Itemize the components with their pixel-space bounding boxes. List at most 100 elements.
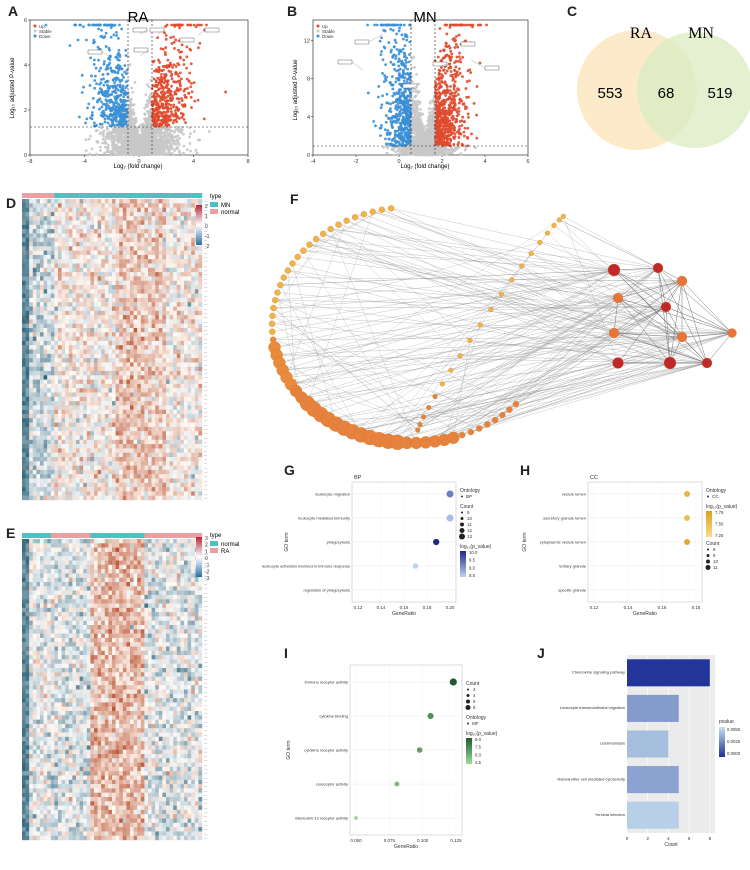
volcano-point — [84, 138, 88, 142]
volcano-point — [143, 106, 147, 110]
volcano-point — [172, 35, 175, 39]
volcano-point — [205, 23, 208, 27]
y-tick-label: 4 — [307, 115, 310, 121]
volcano-point — [108, 113, 112, 117]
volcano-point — [149, 107, 153, 111]
volcano-point — [144, 119, 148, 123]
volcano-point — [178, 151, 181, 155]
volcano-point — [453, 39, 457, 43]
volcano-point — [90, 74, 93, 78]
x-tick-label: 2 — [440, 159, 443, 165]
volcano-point — [403, 108, 407, 112]
volcano-point — [111, 122, 115, 126]
volcano-point — [169, 118, 173, 122]
volcano-point — [115, 65, 119, 69]
volcano-point — [107, 135, 111, 139]
plot-title: RA — [128, 9, 149, 26]
volcano-point — [113, 77, 117, 80]
volcano-point — [95, 23, 99, 27]
volcano-point — [190, 81, 193, 85]
y-axis-label-text: Log₁₀ adjusted P-value — [293, 59, 299, 121]
volcano-point — [448, 137, 451, 141]
volcano-point — [189, 95, 193, 99]
volcano-point — [112, 140, 116, 144]
volcano-point — [449, 50, 453, 53]
volcano-point — [131, 130, 134, 134]
volcano-point — [456, 87, 459, 91]
volcano-point — [129, 98, 132, 102]
volcano-point — [388, 80, 392, 84]
volcano-point — [170, 23, 174, 27]
volcano-point — [391, 83, 395, 87]
volcano-point — [87, 102, 91, 106]
volcano-point — [471, 25, 474, 29]
volcano-point — [170, 72, 174, 76]
volcano-point — [169, 96, 172, 100]
volcano-point — [392, 147, 396, 151]
volcano-point — [182, 144, 186, 148]
volcano-point — [155, 92, 159, 96]
volcano-point — [99, 149, 102, 152]
volcano-point — [153, 99, 157, 102]
volcano-point — [92, 121, 96, 125]
volcano-point — [150, 139, 154, 143]
volcano-point — [111, 147, 115, 150]
volcano-point — [124, 54, 128, 57]
volcano-point — [107, 104, 111, 108]
volcano-point — [449, 105, 452, 109]
volcano-point — [127, 149, 131, 153]
volcano-point — [99, 78, 103, 81]
volcano-point — [397, 105, 401, 109]
volcano-point — [460, 99, 464, 103]
volcano-point — [179, 56, 182, 60]
volcano-point — [99, 145, 102, 149]
volcano-point — [437, 68, 441, 72]
volcano-point — [485, 23, 488, 27]
volcano-point — [146, 146, 150, 149]
volcano-point — [160, 90, 163, 94]
volcano-point — [397, 73, 401, 77]
volcano-point — [176, 62, 180, 65]
volcano-point — [452, 87, 456, 91]
volcano-point — [399, 107, 403, 111]
volcano-point — [388, 107, 392, 111]
y-tick-label: 2 — [24, 108, 27, 114]
volcano-point — [407, 117, 411, 120]
volcano-point — [157, 114, 161, 118]
volcano-point — [124, 48, 128, 52]
volcano-point — [164, 53, 167, 56]
volcano-point — [104, 68, 108, 71]
volcano-point — [171, 152, 174, 155]
volcano-point — [124, 99, 128, 103]
volcano-point — [450, 52, 454, 56]
volcano-point — [100, 122, 104, 126]
volcano-point — [113, 116, 117, 120]
volcano-point — [409, 88, 413, 92]
volcano-point — [125, 72, 128, 76]
volcano-point — [126, 132, 129, 136]
volcano-point — [100, 88, 104, 92]
volcano-point — [116, 133, 119, 137]
volcano-point — [393, 23, 397, 27]
volcano-point — [453, 91, 457, 95]
panel-letter: A — [8, 3, 19, 19]
volcano-point — [161, 121, 165, 125]
volcano-point — [164, 37, 168, 41]
volcano-point — [103, 35, 107, 38]
volcano-point — [102, 134, 106, 138]
volcano-point — [192, 130, 196, 133]
volcano-point — [156, 153, 159, 156]
volcano-point — [125, 84, 129, 88]
volcano-point — [115, 30, 118, 34]
volcano-point — [137, 143, 141, 147]
volcano-point — [386, 129, 390, 132]
volcano-point — [170, 77, 174, 81]
volcano-point — [401, 144, 405, 147]
volcano-point — [105, 79, 109, 83]
volcano-point — [417, 102, 421, 106]
volcano-point — [177, 74, 181, 78]
volcano-point — [392, 45, 396, 49]
volcano-point — [189, 85, 193, 89]
volcano-point — [145, 83, 149, 87]
volcano-point — [455, 55, 459, 59]
